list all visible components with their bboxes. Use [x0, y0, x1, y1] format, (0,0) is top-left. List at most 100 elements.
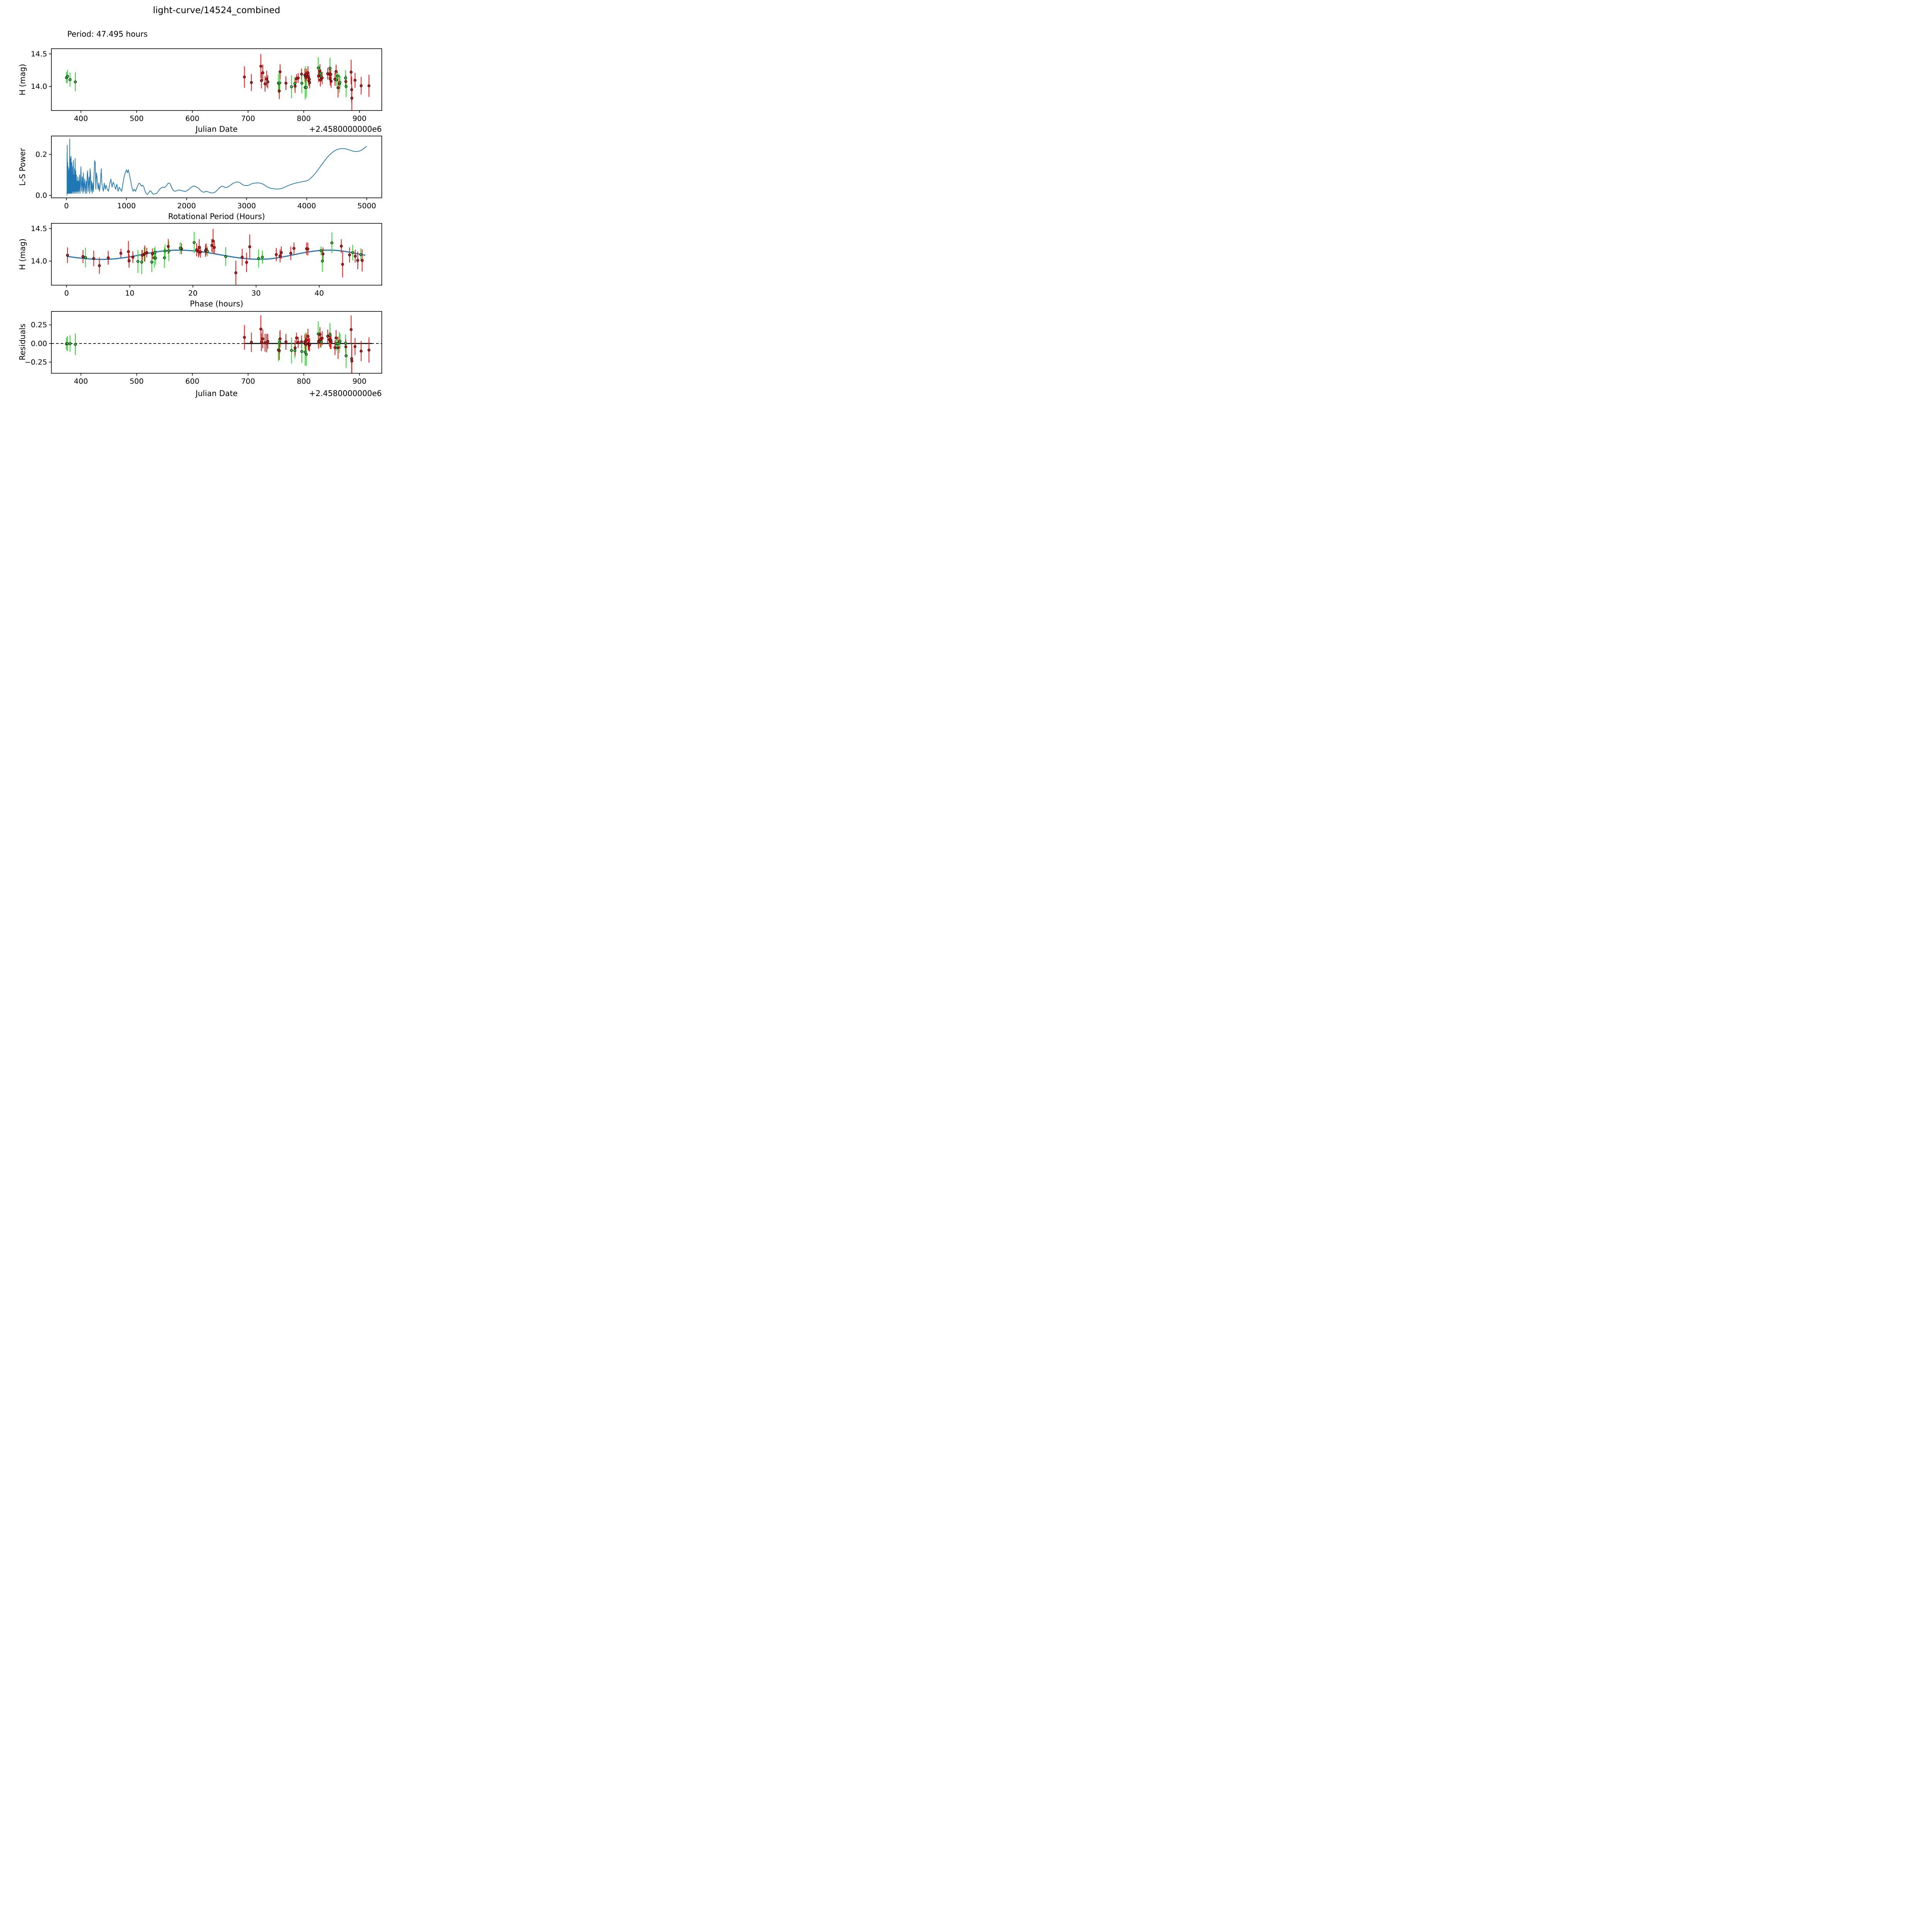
- data-point: [344, 342, 347, 345]
- data-point: [341, 263, 344, 266]
- data-point: [154, 257, 157, 260]
- data-point: [261, 337, 264, 340]
- data-point: [92, 257, 95, 260]
- data-point: [335, 78, 338, 82]
- data-point: [265, 77, 268, 81]
- data-point: [107, 256, 110, 259]
- data-point: [308, 78, 311, 81]
- data-point: [337, 86, 340, 89]
- data-point: [197, 250, 200, 253]
- x-tick-label: 400: [74, 377, 88, 386]
- offset-text-residuals: +2.4580000000e6: [309, 389, 382, 398]
- data-point: [326, 335, 329, 338]
- x-tick-label: 500: [129, 377, 143, 386]
- figure-page: light-curve/14524_combined Period: 47.49…: [0, 0, 417, 417]
- data-point: [131, 255, 134, 259]
- data-point: [119, 252, 122, 255]
- axes-frame-light-curve-vs-julian-date: [51, 48, 382, 111]
- data-point: [356, 259, 359, 262]
- y-tick-label: 0.0: [36, 191, 47, 200]
- data-point: [167, 245, 170, 248]
- data-point: [151, 252, 154, 255]
- data-point: [367, 84, 371, 87]
- data-point: [330, 241, 333, 245]
- data-point: [290, 349, 293, 352]
- data-point: [257, 257, 260, 260]
- data-point: [195, 248, 198, 251]
- data-point: [68, 342, 72, 345]
- ylabel-residuals: Residuals: [18, 323, 27, 361]
- data-point: [308, 343, 311, 346]
- data-point: [294, 85, 297, 88]
- data-point: [234, 271, 238, 274]
- data-point: [279, 70, 282, 73]
- x-tick-label: 2000: [177, 202, 196, 210]
- data-point: [264, 82, 267, 85]
- x-tick-label: 800: [297, 377, 311, 386]
- data-point: [317, 75, 320, 78]
- ylabel-periodogram: L-S Power: [18, 148, 27, 186]
- data-point: [284, 82, 287, 85]
- data-point: [248, 245, 252, 248]
- data-point: [293, 82, 296, 85]
- data-point: [316, 66, 320, 70]
- data-point: [153, 251, 156, 254]
- data-point: [350, 97, 354, 100]
- phase-model-curve: [66, 249, 366, 260]
- x-tick-label: 40: [315, 289, 324, 298]
- data-point: [330, 340, 333, 344]
- data-point: [306, 71, 310, 75]
- data-point: [321, 252, 325, 255]
- data-point: [192, 241, 196, 244]
- data-point: [304, 86, 308, 89]
- data-point: [197, 246, 201, 249]
- data-point: [338, 81, 342, 84]
- data-point: [266, 80, 269, 83]
- data-point: [68, 78, 72, 81]
- data-point: [333, 346, 337, 349]
- data-point: [359, 253, 362, 256]
- period-annotation: Period: 47.495 hours: [67, 29, 148, 39]
- x-tick-label: 5000: [357, 202, 376, 210]
- x-tick-label: 20: [188, 289, 197, 298]
- x-tick-label: 3000: [237, 202, 256, 210]
- data-point: [66, 342, 69, 345]
- data-point: [243, 75, 246, 78]
- data-point: [345, 85, 348, 88]
- data-point: [279, 254, 282, 257]
- x-tick-label: 700: [241, 114, 255, 123]
- data-point: [328, 333, 332, 337]
- data-point: [350, 88, 353, 91]
- x-tick-label: 600: [185, 114, 199, 123]
- data-point: [318, 72, 322, 75]
- data-point: [344, 80, 347, 83]
- data-point: [335, 336, 338, 340]
- data-point: [318, 333, 321, 336]
- data-point: [300, 350, 303, 353]
- data-point: [354, 78, 357, 82]
- data-point: [140, 260, 143, 264]
- data-points-group-light-curve-vs-julian-date: [65, 54, 371, 111]
- data-point: [163, 249, 167, 253]
- data-point: [350, 359, 354, 363]
- data-point: [338, 340, 342, 343]
- data-point: [66, 75, 69, 78]
- data-point: [206, 250, 209, 253]
- data-point: [350, 357, 353, 360]
- data-points-group-phased-light-curve: [66, 229, 364, 285]
- data-point: [260, 79, 263, 82]
- data-point: [320, 340, 323, 344]
- data-point: [241, 255, 244, 259]
- data-point: [293, 247, 296, 250]
- x-tick-label: 0: [64, 289, 69, 298]
- data-point: [260, 340, 263, 344]
- data-point: [278, 340, 281, 344]
- periodogram-curve: [66, 139, 367, 196]
- data-point: [336, 75, 339, 78]
- data-point: [321, 337, 324, 340]
- offset-text-jd-plot: +2.4580000000e6: [309, 124, 382, 134]
- data-point: [319, 78, 322, 82]
- data-point: [354, 255, 357, 258]
- data-point: [250, 81, 253, 84]
- data-point: [82, 255, 85, 258]
